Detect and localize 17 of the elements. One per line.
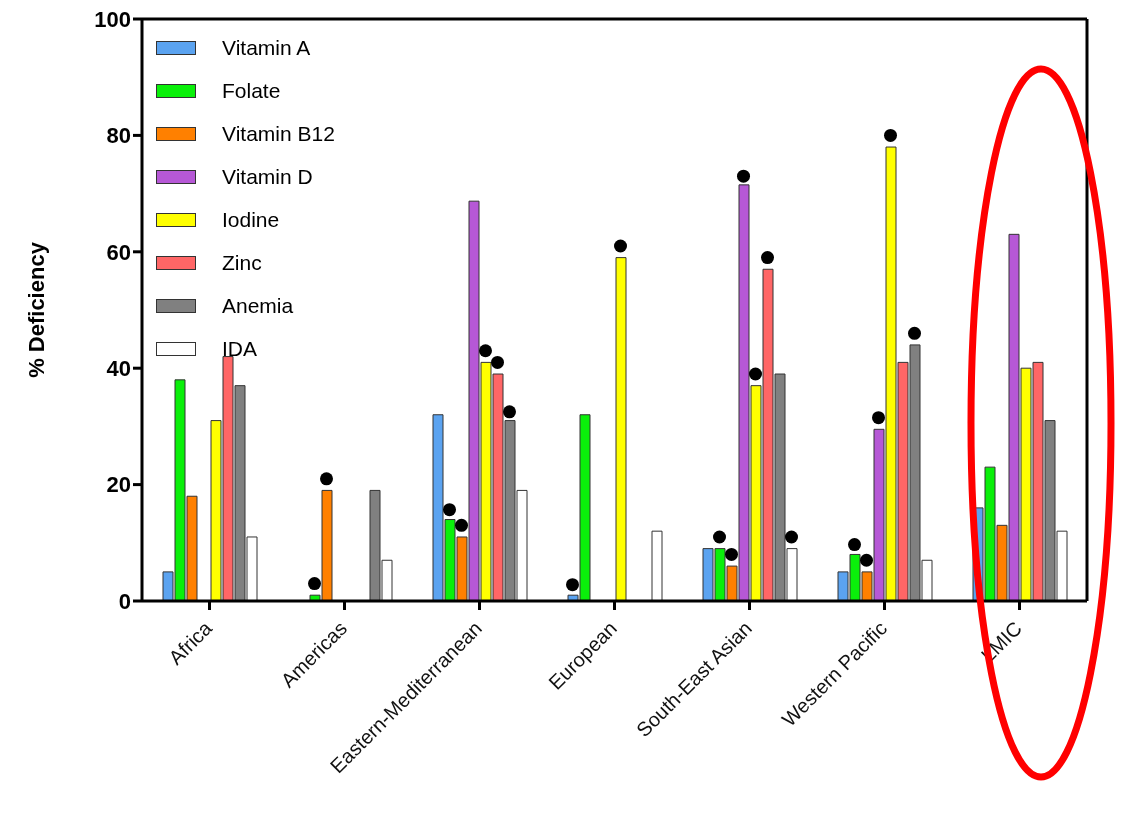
legend-label: Vitamin A: [222, 35, 311, 60]
y-tick-label: 20: [106, 472, 131, 498]
y-tick-label: 80: [106, 123, 131, 149]
y-tick-label: 100: [94, 6, 131, 32]
legend-label: Vitamin D: [222, 164, 313, 189]
bar: [615, 257, 627, 601]
legend-label: Vitamin B12: [222, 121, 335, 146]
y-tick-label: 40: [106, 356, 131, 382]
legend-label: Iodine: [222, 207, 280, 232]
legend-label: Anemia: [222, 293, 294, 318]
legend-label: Zinc: [222, 250, 262, 275]
y-tick-label: 0: [118, 588, 131, 614]
y-tick-label: 60: [106, 239, 131, 265]
legend-label: Folate: [222, 78, 281, 103]
y-axis-title: % Deficiency: [23, 241, 49, 378]
bar: [651, 530, 663, 601]
legend-label: IDA: [222, 336, 258, 361]
